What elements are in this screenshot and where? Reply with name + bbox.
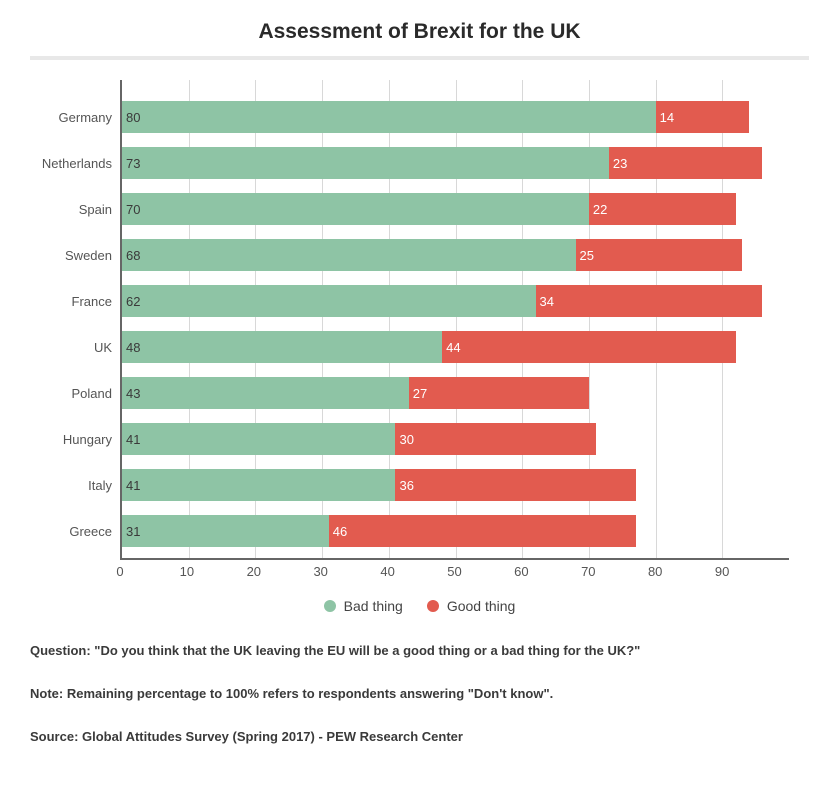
bar-row: Hungary4130 bbox=[122, 416, 789, 462]
bar-row: Spain7022 bbox=[122, 186, 789, 232]
x-tick-label: 60 bbox=[514, 564, 528, 579]
category-label: Spain bbox=[79, 202, 112, 217]
bar-segment-bad: 48 bbox=[122, 331, 442, 363]
x-tick-label: 90 bbox=[715, 564, 729, 579]
category-label: France bbox=[72, 294, 112, 309]
footnote-source: Source: Global Attitudes Survey (Spring … bbox=[30, 729, 809, 744]
x-tick-label: 30 bbox=[313, 564, 327, 579]
legend-label: Bad thing bbox=[344, 598, 403, 614]
x-tick-label: 10 bbox=[180, 564, 194, 579]
bar-segment-good: 30 bbox=[395, 423, 595, 455]
legend-swatch bbox=[324, 600, 336, 612]
bar-segment-good: 27 bbox=[409, 377, 589, 409]
title-underline bbox=[30, 56, 809, 60]
bar-segment-bad: 68 bbox=[122, 239, 576, 271]
bar-segment-bad: 73 bbox=[122, 147, 609, 179]
bar-track: 4130 bbox=[122, 423, 789, 455]
bar-track: 4136 bbox=[122, 469, 789, 501]
bar-track: 8014 bbox=[122, 101, 789, 133]
x-tick-label: 20 bbox=[247, 564, 261, 579]
bar-track: 6234 bbox=[122, 285, 789, 317]
bar-segment-good: 25 bbox=[576, 239, 743, 271]
bar-row: Poland4327 bbox=[122, 370, 789, 416]
bar-segment-good: 22 bbox=[589, 193, 736, 225]
bar-track: 6825 bbox=[122, 239, 789, 271]
chart-area: Germany8014Netherlands7323Spain7022Swede… bbox=[120, 80, 789, 590]
legend-label: Good thing bbox=[447, 598, 516, 614]
category-label: Germany bbox=[59, 110, 112, 125]
bar-track: 3146 bbox=[122, 515, 789, 547]
category-label: Netherlands bbox=[42, 156, 112, 171]
bar-row: Greece3146 bbox=[122, 508, 789, 554]
bar-row: Italy4136 bbox=[122, 462, 789, 508]
bar-segment-bad: 43 bbox=[122, 377, 409, 409]
bar-segment-good: 46 bbox=[329, 515, 636, 547]
bar-segment-good: 34 bbox=[536, 285, 763, 317]
bar-row: Germany8014 bbox=[122, 94, 789, 140]
category-label: Sweden bbox=[65, 248, 112, 263]
footnote-question: Question: "Do you think that the UK leav… bbox=[30, 643, 809, 658]
legend-item-good: Good thing bbox=[427, 598, 516, 614]
bar-segment-bad: 70 bbox=[122, 193, 589, 225]
category-label: UK bbox=[94, 340, 112, 355]
bar-track: 7323 bbox=[122, 147, 789, 179]
legend-item-bad: Bad thing bbox=[324, 598, 403, 614]
legend: Bad thing Good thing bbox=[30, 598, 809, 615]
category-label: Italy bbox=[88, 478, 112, 493]
x-tick-label: 70 bbox=[581, 564, 595, 579]
bar-segment-good: 36 bbox=[395, 469, 635, 501]
x-tick-label: 50 bbox=[447, 564, 461, 579]
bar-segment-bad: 31 bbox=[122, 515, 329, 547]
x-tick-label: 0 bbox=[116, 564, 123, 579]
bar-row: Netherlands7323 bbox=[122, 140, 789, 186]
bar-segment-good: 44 bbox=[442, 331, 735, 363]
bar-segment-bad: 41 bbox=[122, 469, 395, 501]
bar-segment-bad: 41 bbox=[122, 423, 395, 455]
bar-track: 7022 bbox=[122, 193, 789, 225]
bar-segment-good: 23 bbox=[609, 147, 762, 179]
bar-track: 4844 bbox=[122, 331, 789, 363]
bar-segment-good: 14 bbox=[656, 101, 749, 133]
bar-segment-bad: 62 bbox=[122, 285, 536, 317]
footnote-note: Note: Remaining percentage to 100% refer… bbox=[30, 686, 809, 701]
bar-track: 4327 bbox=[122, 377, 789, 409]
category-label: Poland bbox=[72, 386, 112, 401]
chart-title: Assessment of Brexit for the UK bbox=[30, 20, 809, 44]
category-label: Greece bbox=[69, 524, 112, 539]
bar-segment-bad: 80 bbox=[122, 101, 656, 133]
legend-swatch bbox=[427, 600, 439, 612]
plot-area: Germany8014Netherlands7323Spain7022Swede… bbox=[120, 80, 789, 560]
x-axis: 0102030405060708090 bbox=[120, 560, 789, 590]
category-label: Hungary bbox=[63, 432, 112, 447]
x-tick-label: 80 bbox=[648, 564, 662, 579]
x-tick-label: 40 bbox=[380, 564, 394, 579]
bar-row: Sweden6825 bbox=[122, 232, 789, 278]
bar-row: UK4844 bbox=[122, 324, 789, 370]
bar-row: France6234 bbox=[122, 278, 789, 324]
